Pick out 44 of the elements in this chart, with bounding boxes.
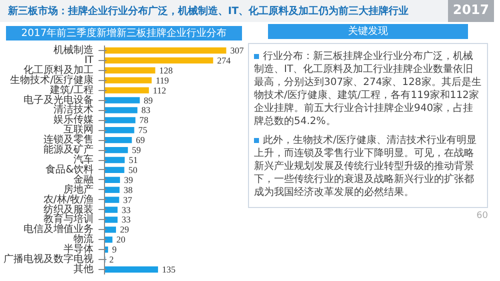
- y-tick-label: 汽车: [74, 154, 94, 166]
- chart-subtitle: 2017年前三季度新增新三板挂牌企业行业分布: [6, 26, 242, 41]
- y-tick-label: 互联网: [64, 124, 94, 136]
- y-tick-label: 其他: [74, 263, 94, 276]
- y-tick-label: 生物技术/医疗健康: [10, 74, 94, 86]
- y-tick-label: 食品&饮料: [46, 163, 94, 176]
- data-label: 307: [230, 45, 244, 56]
- data-label: 112: [152, 85, 166, 96]
- data-label: 274: [217, 55, 232, 66]
- y-tick-label: 化工原料及加工: [24, 64, 94, 76]
- data-label: 50: [128, 164, 138, 175]
- data-label: 59: [132, 145, 142, 156]
- data-label: 9: [112, 244, 118, 255]
- data-label: 39: [124, 174, 134, 185]
- text: 行业分布：新三板挂牌企业行业分布广泛，机械制造、IT、化工原料及加工行业挂牌企业数量依旧最高，分别达到307家、274家、128家。其后是生物技术/医疗健康、建筑/工程，各有119家和112家企业挂牌。前五大行业合计挂牌企业940家，占挂牌总数的54.2%。: [254, 50, 482, 128]
- y-tick-label: 物流: [74, 233, 94, 246]
- data-label: 38: [124, 184, 134, 195]
- data-label: 33: [122, 214, 132, 225]
- y-tick-label: IT: [84, 54, 94, 66]
- text: 2017: [448, 0, 494, 22]
- data-label: 51: [128, 155, 138, 165]
- data-label: 37: [123, 194, 133, 205]
- data-label: 83: [141, 105, 151, 116]
- text: 关键发现: [268, 24, 468, 39]
- data-label: 75: [138, 125, 148, 136]
- y-tick-label: 房地产: [64, 183, 94, 196]
- text: 此外，生物技术/医疗健康、清洁技术行业有明显上升，而连锁及零售行业下降明显。可见，在战略新兴产业规划发展及传统行业转型升级的推动背景下，一些传统行业的衰退及战略新兴行业的扩张都成为我国经济改革发展的必然结果。: [254, 134, 478, 199]
- data-label: 29: [120, 224, 130, 235]
- data-label: 135: [162, 264, 176, 275]
- y-tick-label: 机械制造: [54, 44, 94, 56]
- y-tick-label: 金融: [74, 173, 94, 186]
- y-tick-label: 娱乐传媒: [54, 114, 94, 126]
- data-label: 20: [116, 234, 126, 245]
- y-tick-label: 农/林/牧/渔: [43, 193, 94, 206]
- data-label: 78: [139, 115, 149, 126]
- data-label: 119: [156, 75, 170, 86]
- data-label: 2: [109, 254, 114, 265]
- chart-title: 新三板市场：挂牌企业行业分布广泛，机械制造、IT、化工原料及加工仍为前三大挂牌行业: [8, 5, 409, 19]
- data-label: 128: [159, 65, 174, 76]
- data-label: 89: [144, 95, 154, 106]
- data-label: 33: [122, 204, 132, 215]
- text: 60: [476, 210, 488, 223]
- data-label: 69: [136, 135, 146, 146]
- y-tick-label: 建筑/工程: [49, 84, 94, 96]
